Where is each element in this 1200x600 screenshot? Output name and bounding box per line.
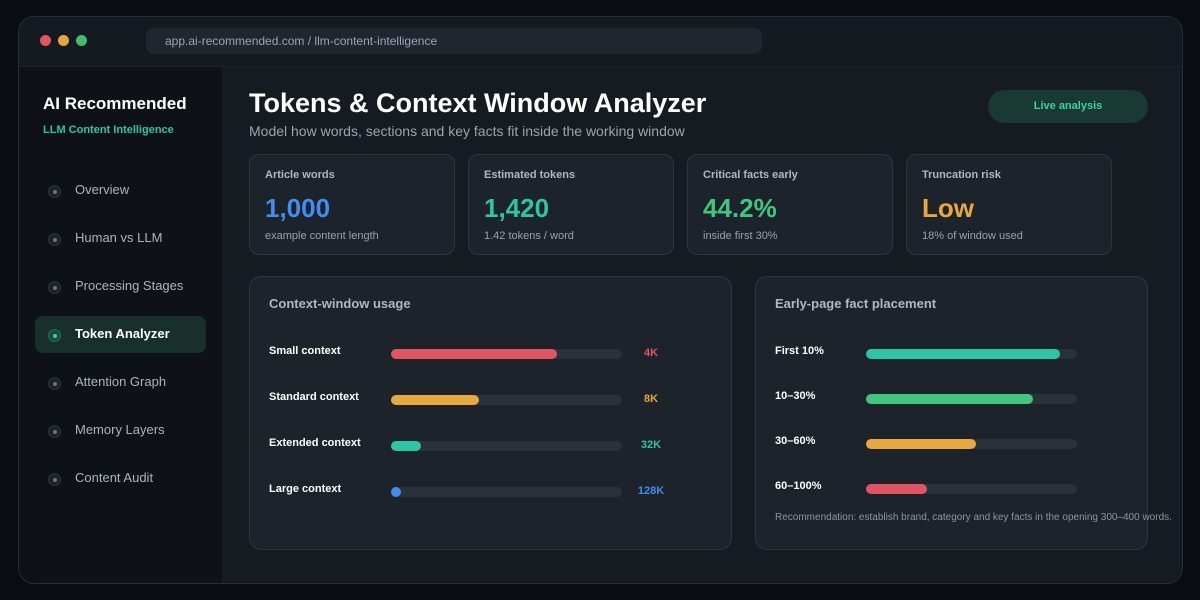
fact-placement-panel: Early-page fact placement Recommendation… — [755, 276, 1172, 550]
stat-note: example content length — [265, 230, 379, 242]
context-row-value: 8K — [643, 393, 659, 405]
sidebar-item-label: Content Audit — [75, 470, 154, 485]
stat-note: 18% of window used — [922, 230, 1023, 242]
placement-bar-track — [866, 394, 1077, 404]
brand-title: AI Recommended — [43, 94, 187, 113]
stat-value: 1,000 — [265, 193, 331, 223]
sidebar-item-label: Overview — [75, 182, 130, 197]
brand-subtitle: LLM Content Intelligence — [43, 124, 174, 136]
context-bar-track — [391, 441, 622, 451]
context-row-label: Extended context — [269, 437, 361, 449]
placement-row-60-100: 60–100% — [756, 480, 1147, 500]
placement-panel-title: Early-page fact placement — [775, 296, 937, 311]
context-row-label: Large context — [269, 483, 342, 495]
context-bar-fill — [391, 395, 479, 405]
minimize-window-button[interactable] — [58, 35, 69, 46]
context-row-standard-context: Standard context 8K — [250, 391, 731, 411]
placement-row-label: 10–30% — [775, 390, 816, 402]
sidebar-item-processing-stages[interactable]: Processing Stages — [35, 268, 206, 305]
context-window-panel: Context-window usage Small context 4K Stan… — [249, 276, 732, 550]
title-bar: app.ai-recommended.com / llm-content-int… — [19, 17, 1182, 67]
context-panel-title: Context-window usage — [269, 296, 411, 311]
sidebar-item-attention-graph[interactable]: Attention Graph — [35, 364, 206, 401]
stat-value: 1,420 — [484, 193, 550, 223]
context-bar-track — [391, 349, 622, 359]
sidebar-item-label: Token Analyzer — [75, 326, 170, 341]
nav-bullet-icon — [48, 473, 61, 486]
address-bar[interactable]: app.ai-recommended.com / llm-content-int… — [146, 28, 762, 54]
stat-label: Estimated tokens — [484, 169, 576, 181]
context-row-label: Standard context — [269, 391, 359, 403]
page-subtitle: Model how words, sections and key facts … — [249, 123, 685, 139]
nav-bullet-icon — [48, 425, 61, 438]
sidebar-item-human-vs-llm[interactable]: Human vs LLM — [35, 220, 206, 257]
stat-value: Low — [922, 193, 974, 223]
context-row-label: Small context — [269, 345, 341, 357]
placement-row-first-10: First 10% — [756, 345, 1147, 365]
stat-label: Truncation risk — [922, 169, 1001, 181]
sidebar-item-memory-layers[interactable]: Memory Layers — [35, 412, 206, 449]
context-bar-fill — [391, 487, 401, 497]
maximize-window-button[interactable] — [76, 35, 87, 46]
sidebar-item-label: Processing Stages — [75, 278, 184, 293]
placement-row-label: 60–100% — [775, 480, 822, 492]
stat-card-estimated-tokens: Estimated tokens 1,420 1.42 tokens / word — [468, 154, 674, 255]
placement-bar-fill — [866, 484, 928, 494]
main-content: Tokens & Context Window Analyzer Model h… — [222, 67, 1182, 583]
placement-row-10-30: 10–30% — [756, 390, 1147, 410]
nav-bullet-icon — [48, 281, 61, 294]
sidebar-item-overview[interactable]: Overview — [35, 172, 206, 209]
stat-note: inside first 30% — [703, 230, 778, 242]
nav-bullet-icon — [48, 377, 61, 390]
stat-card-truncation-risk: Truncation risk Low 18% of window used — [906, 154, 1112, 255]
sidebar-item-content-audit[interactable]: Content Audit — [35, 460, 206, 497]
nav-bullet-icon — [48, 233, 61, 246]
stat-label: Article words — [265, 169, 335, 181]
context-row-value: 128K — [637, 485, 665, 497]
stat-value: 44.2% — [703, 193, 777, 223]
context-row-large-context: Large context 128K — [250, 483, 731, 503]
context-row-extended-context: Extended context 32K — [250, 437, 731, 457]
context-bar-fill — [391, 441, 422, 451]
placement-row-30-60: 30–60% — [756, 435, 1147, 455]
placement-bar-fill — [866, 394, 1033, 404]
sidebar-item-label: Memory Layers — [75, 422, 165, 437]
context-row-value: 4K — [643, 347, 659, 359]
placement-row-label: 30–60% — [775, 435, 816, 447]
app-window: app.ai-recommended.com / llm-content-int… — [18, 16, 1183, 584]
context-bar-fill — [391, 349, 558, 359]
context-row-small-context: Small context 4K — [250, 345, 731, 365]
stat-note: 1.42 tokens / word — [484, 230, 574, 242]
context-row-value: 32K — [640, 439, 662, 451]
sidebar-item-token-analyzer[interactable]: Token Analyzer — [35, 316, 206, 353]
sidebar-item-label: Attention Graph — [75, 374, 167, 389]
placement-row-label: First 10% — [775, 345, 824, 357]
placement-bar-track — [866, 484, 1077, 494]
context-bar-track — [391, 487, 622, 497]
sidebar: AI Recommended LLM Content Intelligence … — [19, 67, 222, 583]
nav-bullet-icon — [48, 185, 61, 198]
recommendation-text: Recommendation: establish brand, categor… — [775, 512, 1172, 523]
nav-bullet-icon — [48, 329, 61, 342]
context-bar-track — [391, 395, 622, 405]
live-analysis-button[interactable]: Live analysis — [988, 90, 1148, 123]
close-window-button[interactable] — [40, 35, 51, 46]
placement-bar-fill — [866, 439, 976, 449]
page-title: Tokens & Context Window Analyzer — [249, 88, 707, 118]
placement-bar-fill — [866, 349, 1061, 359]
stat-label: Critical facts early — [703, 169, 798, 181]
placement-bar-track — [866, 439, 1077, 449]
stat-card-critical-facts-early: Critical facts early 44.2% inside first 30… — [687, 154, 893, 255]
placement-bar-track — [866, 349, 1077, 359]
sidebar-item-label: Human vs LLM — [75, 230, 163, 245]
stat-card-article-words: Article words 1,000 example content length — [249, 154, 455, 255]
